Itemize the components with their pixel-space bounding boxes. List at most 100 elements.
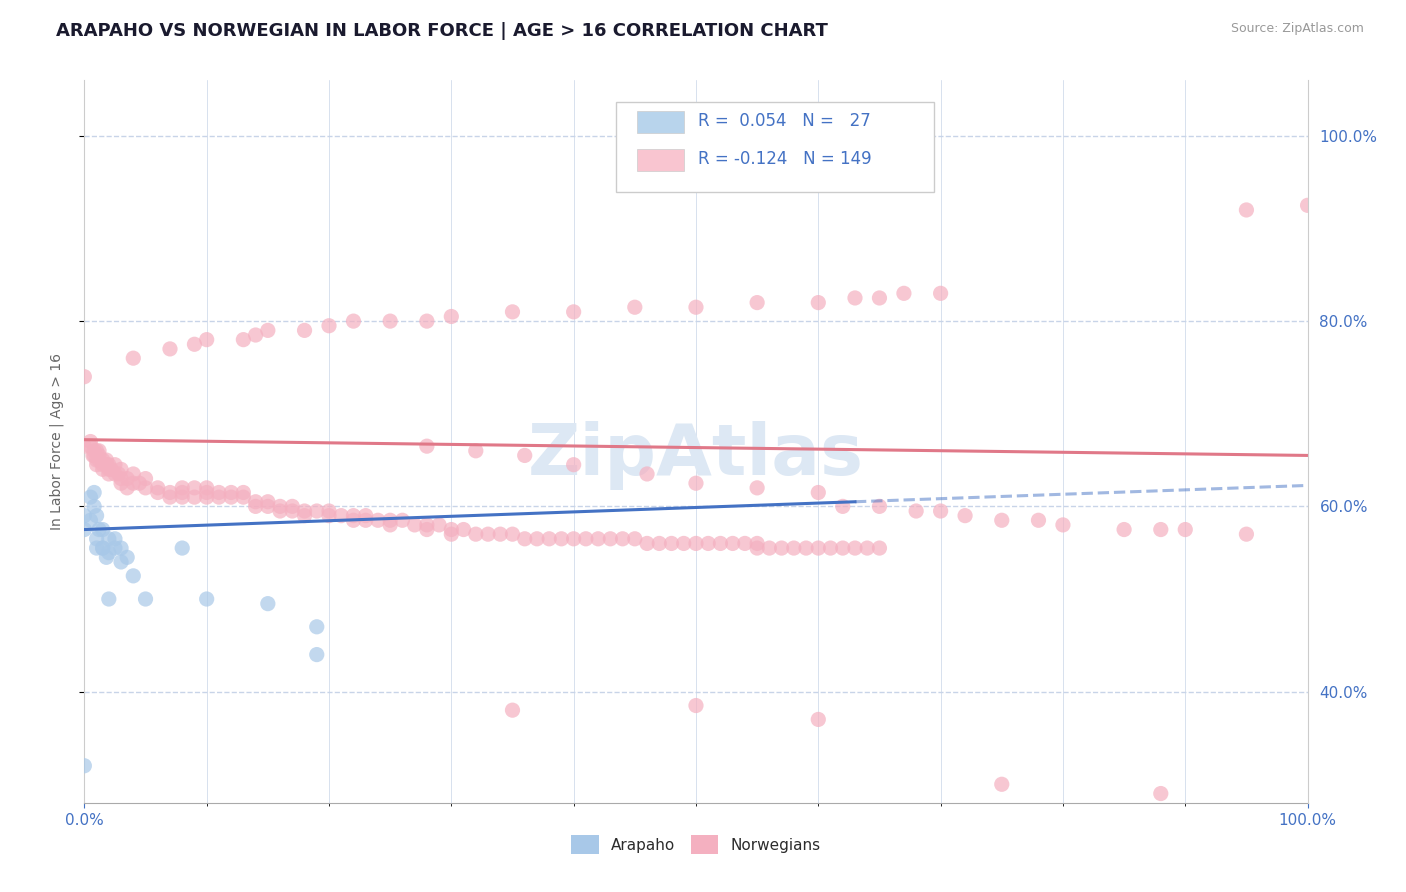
Point <box>294 504 316 518</box>
Text: ZipAtlas: ZipAtlas <box>529 422 863 491</box>
Point <box>91 541 114 555</box>
Point <box>599 532 621 546</box>
Point <box>104 467 127 481</box>
Point <box>489 527 512 541</box>
Point <box>318 508 340 523</box>
Point <box>391 513 413 527</box>
Point <box>697 536 720 550</box>
Point <box>110 472 132 486</box>
Point <box>929 286 952 301</box>
Point <box>869 291 891 305</box>
Point <box>685 476 707 491</box>
Point <box>86 453 108 467</box>
Point <box>208 490 231 504</box>
Point <box>1236 202 1258 217</box>
Point <box>416 314 439 328</box>
Point <box>91 523 114 537</box>
Point <box>96 453 118 467</box>
Point <box>562 458 585 472</box>
Point <box>783 541 806 555</box>
Point <box>685 300 707 314</box>
Point <box>440 527 463 541</box>
Point <box>538 532 561 546</box>
Point <box>91 462 114 476</box>
Point <box>624 300 647 314</box>
Point <box>1296 198 1319 212</box>
Point <box>87 443 110 458</box>
Point <box>318 318 340 333</box>
FancyBboxPatch shape <box>637 112 683 133</box>
Point <box>636 467 658 481</box>
Point <box>367 513 389 527</box>
Point <box>195 481 218 495</box>
Point <box>1114 523 1136 537</box>
Point <box>342 513 364 527</box>
Point <box>195 485 218 500</box>
Point <box>172 541 194 555</box>
Text: Source: ZipAtlas.com: Source: ZipAtlas.com <box>1230 22 1364 36</box>
Point <box>844 291 866 305</box>
Point <box>97 467 120 481</box>
Point <box>1150 787 1173 801</box>
Point <box>232 333 254 347</box>
Point <box>83 485 105 500</box>
Point <box>87 523 110 537</box>
Point <box>122 467 145 481</box>
Point <box>305 504 328 518</box>
Point <box>135 592 157 607</box>
Point <box>104 532 127 546</box>
Point <box>550 532 572 546</box>
Point <box>245 500 267 514</box>
Point <box>464 443 486 458</box>
Point <box>245 494 267 508</box>
Point <box>770 541 793 555</box>
Point <box>110 476 132 491</box>
Point <box>1028 513 1050 527</box>
Point <box>82 449 104 463</box>
Point <box>91 453 114 467</box>
Point <box>96 550 118 565</box>
Point <box>1150 523 1173 537</box>
Point <box>86 443 108 458</box>
Point <box>146 485 169 500</box>
Point <box>208 485 231 500</box>
Point <box>905 504 928 518</box>
Point <box>342 314 364 328</box>
Point <box>709 536 731 550</box>
Point <box>86 532 108 546</box>
Point <box>172 485 194 500</box>
Point <box>122 476 145 491</box>
Point <box>122 351 145 366</box>
Point <box>115 550 138 565</box>
Point <box>107 467 129 481</box>
Point <box>440 310 463 324</box>
Point <box>575 532 598 546</box>
Point <box>562 532 585 546</box>
Point <box>122 569 145 583</box>
Point <box>991 513 1014 527</box>
Point <box>820 541 842 555</box>
Text: R = -0.124   N = 149: R = -0.124 N = 149 <box>699 150 872 168</box>
Point <box>115 481 138 495</box>
Legend: Arapaho, Norwegians: Arapaho, Norwegians <box>565 830 827 860</box>
Point <box>636 536 658 550</box>
Point <box>73 369 96 384</box>
Point <box>807 541 830 555</box>
Point <box>110 541 132 555</box>
Point <box>73 439 96 453</box>
Point <box>685 698 707 713</box>
Point <box>159 490 181 504</box>
Point <box>404 517 426 532</box>
Point <box>747 536 769 550</box>
Point <box>257 597 280 611</box>
Point <box>87 453 110 467</box>
Point <box>380 513 402 527</box>
Point <box>97 458 120 472</box>
Point <box>807 713 830 727</box>
Point <box>115 472 138 486</box>
Point <box>83 449 105 463</box>
Point <box>526 532 548 546</box>
Point <box>502 527 524 541</box>
Point <box>734 536 756 550</box>
Point <box>624 532 647 546</box>
